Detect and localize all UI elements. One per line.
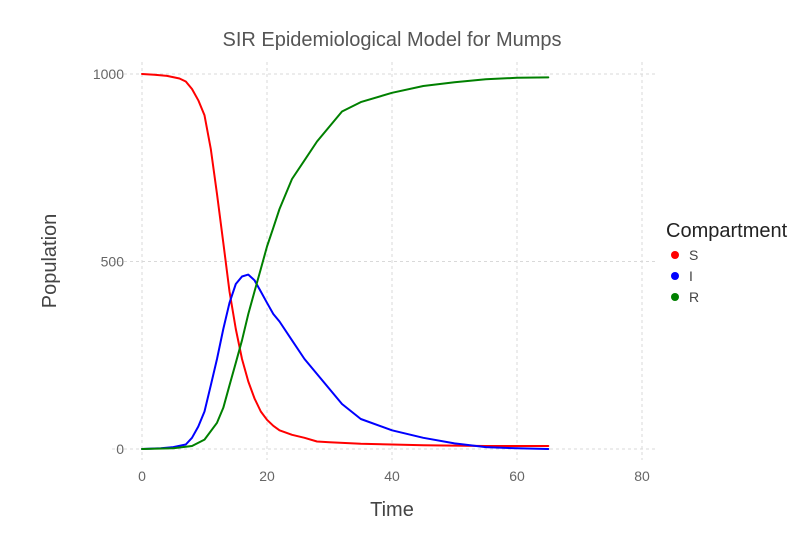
- chart-title: SIR Epidemiological Model for Mumps: [222, 29, 561, 51]
- legend-label-s: S: [689, 247, 698, 263]
- y-tick-label: 1000: [93, 66, 124, 82]
- y-axis-title: Population: [39, 214, 61, 309]
- series-line-s: [141, 73, 550, 447]
- series-line-i: [141, 273, 550, 450]
- x-axis-title: Time: [370, 499, 414, 521]
- legend-label-r: R: [689, 289, 699, 305]
- y-tick-label: 500: [101, 254, 125, 270]
- legend-marker-i: [671, 272, 679, 280]
- x-tick-label: 20: [259, 468, 275, 484]
- legend: Compartment SIR: [666, 220, 788, 305]
- series-layer: [141, 73, 550, 450]
- tick-labels: 0 20 40 60 80 0 500 1000: [93, 66, 650, 484]
- legend-label-i: I: [689, 268, 693, 284]
- legend-marker-r: [671, 293, 679, 301]
- x-tick-label: 80: [634, 468, 650, 484]
- x-tick-label: 40: [384, 468, 400, 484]
- y-tick-label: 0: [116, 441, 124, 457]
- x-tick-label: 0: [138, 468, 146, 484]
- series-line-r: [141, 76, 550, 450]
- grid-layer: [112, 62, 655, 460]
- legend-marker-s: [671, 251, 679, 259]
- x-tick-label: 60: [509, 468, 525, 484]
- legend-title: Compartment: [666, 220, 788, 242]
